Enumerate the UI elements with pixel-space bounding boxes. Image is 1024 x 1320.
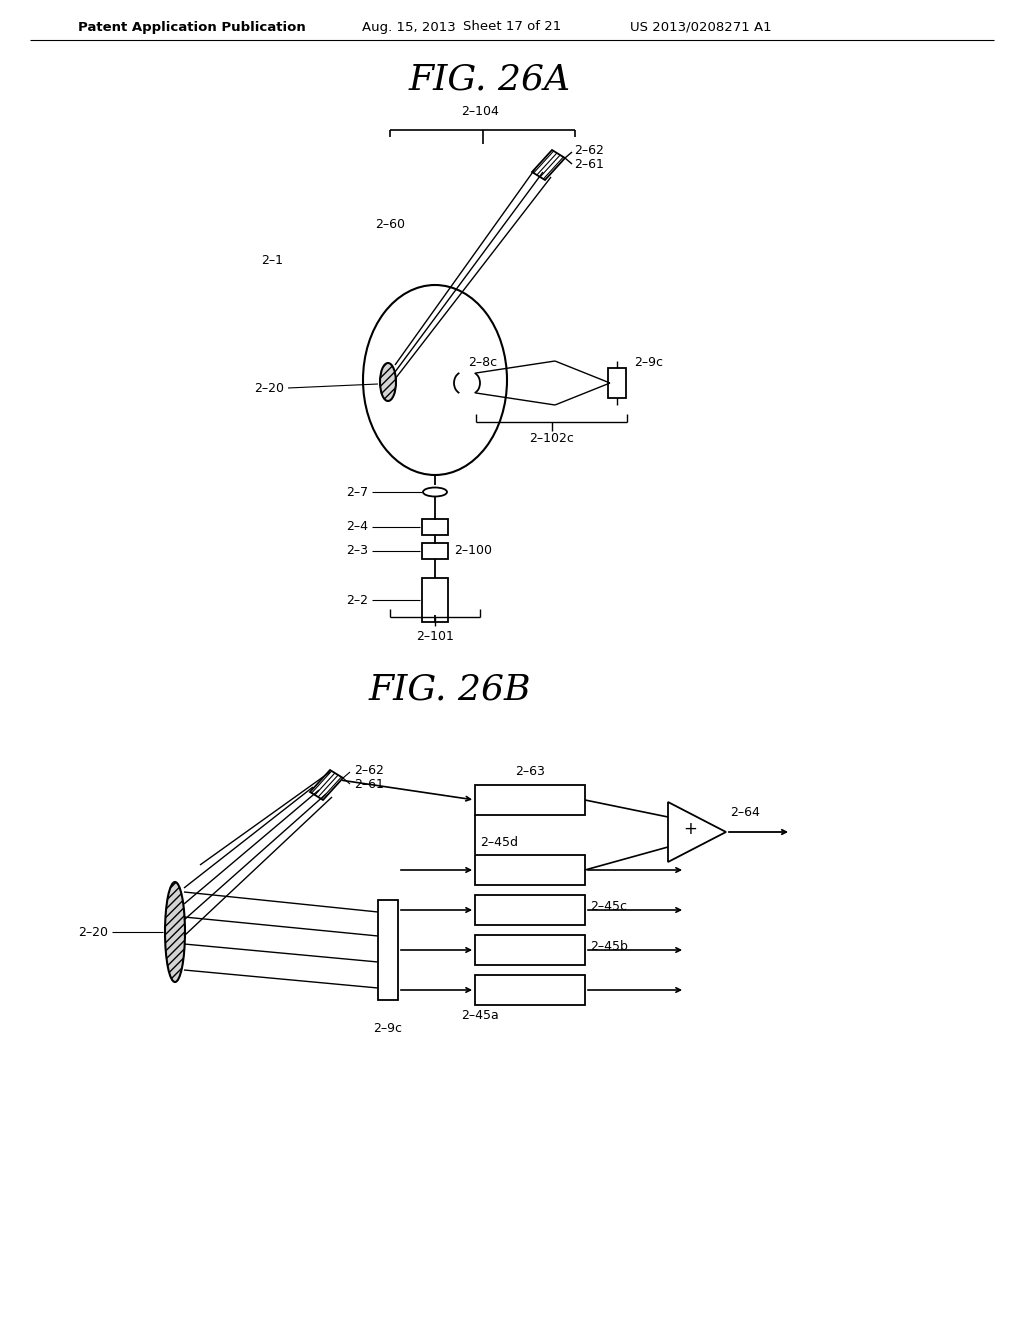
Bar bbox=[422, 543, 449, 558]
Text: Aug. 15, 2013: Aug. 15, 2013 bbox=[362, 21, 456, 33]
Text: 2–64: 2–64 bbox=[730, 805, 760, 818]
Text: 2–45c: 2–45c bbox=[590, 900, 627, 913]
Bar bbox=[378, 900, 398, 1001]
Ellipse shape bbox=[165, 882, 185, 982]
Bar bbox=[608, 368, 626, 399]
Bar bbox=[475, 975, 585, 1005]
Polygon shape bbox=[668, 803, 726, 862]
Text: Patent Application Publication: Patent Application Publication bbox=[78, 21, 306, 33]
Bar bbox=[475, 895, 585, 925]
Text: 2–20: 2–20 bbox=[78, 925, 108, 939]
Text: 2–9c: 2–9c bbox=[634, 356, 663, 370]
Bar bbox=[422, 578, 449, 622]
Text: 2–63: 2–63 bbox=[515, 766, 545, 777]
Bar bbox=[422, 519, 449, 535]
Text: 2–62: 2–62 bbox=[574, 144, 604, 157]
Text: 2–100: 2–100 bbox=[454, 544, 492, 557]
Text: 2–20: 2–20 bbox=[254, 381, 284, 395]
Text: Sheet 17 of 21: Sheet 17 of 21 bbox=[463, 21, 561, 33]
Text: 2–45d: 2–45d bbox=[480, 836, 518, 849]
Bar bbox=[475, 855, 585, 884]
Text: FIG. 26B: FIG. 26B bbox=[369, 673, 531, 708]
Bar bbox=[475, 935, 585, 965]
Text: 2–2: 2–2 bbox=[346, 594, 368, 606]
Text: 2–104: 2–104 bbox=[461, 106, 499, 117]
Text: 2–1: 2–1 bbox=[261, 253, 283, 267]
Polygon shape bbox=[532, 150, 565, 180]
Ellipse shape bbox=[423, 487, 447, 496]
Text: 2–62: 2–62 bbox=[354, 763, 384, 776]
Text: FIG. 26A: FIG. 26A bbox=[409, 63, 571, 96]
Bar bbox=[475, 785, 585, 814]
Text: US 2013/0208271 A1: US 2013/0208271 A1 bbox=[630, 21, 772, 33]
Text: 2–101: 2–101 bbox=[416, 630, 454, 643]
Text: 2–7: 2–7 bbox=[346, 486, 368, 499]
Text: 2–45b: 2–45b bbox=[590, 940, 628, 953]
Text: 2–60: 2–60 bbox=[375, 219, 406, 231]
Text: 2–45a: 2–45a bbox=[461, 1008, 499, 1022]
Polygon shape bbox=[310, 770, 343, 800]
Text: +: + bbox=[683, 820, 697, 838]
Text: 2–61: 2–61 bbox=[574, 157, 604, 170]
Text: 2–8c: 2–8c bbox=[468, 355, 497, 368]
Ellipse shape bbox=[380, 363, 396, 401]
Text: 2–4: 2–4 bbox=[346, 520, 368, 533]
Text: 2–3: 2–3 bbox=[346, 544, 368, 557]
Text: 2–9c: 2–9c bbox=[374, 1022, 402, 1035]
Text: 2–61: 2–61 bbox=[354, 777, 384, 791]
Text: 2–102c: 2–102c bbox=[529, 432, 574, 445]
